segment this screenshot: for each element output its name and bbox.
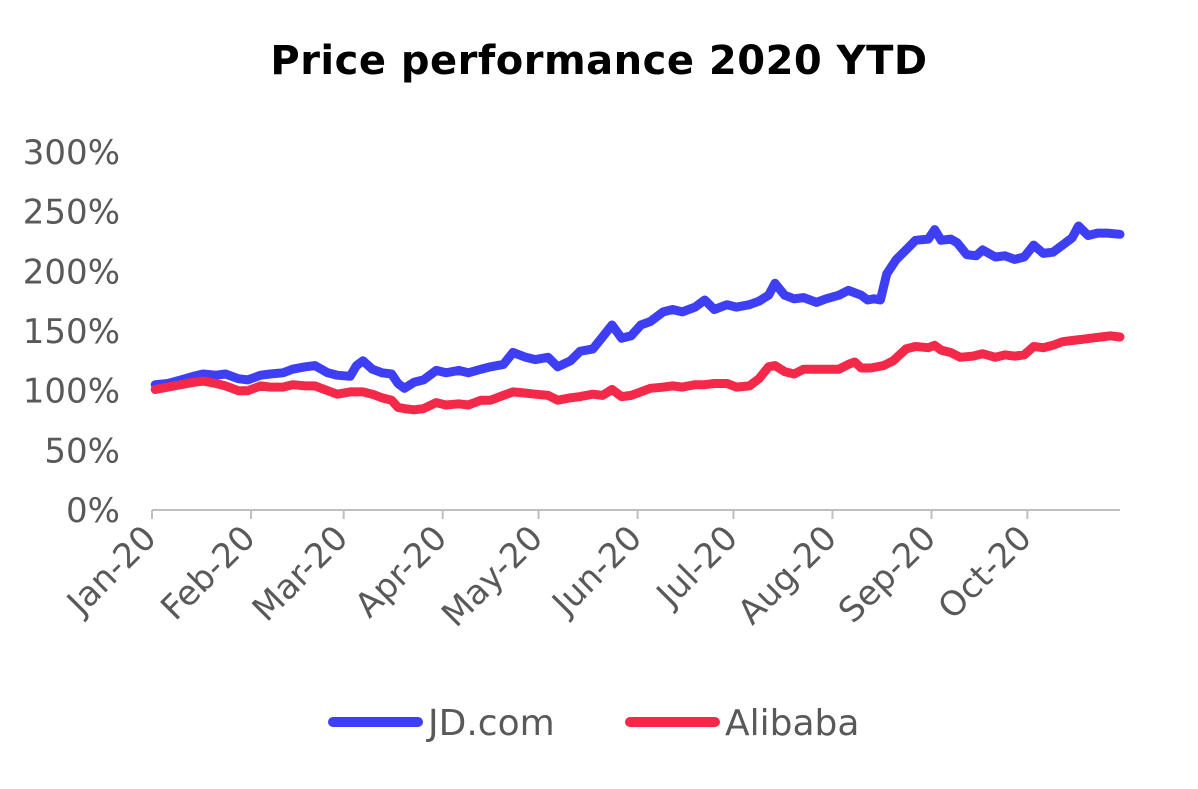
plot-area: [150, 221, 1125, 415]
legend-label: Alibaba: [725, 703, 859, 744]
series-line-jd-com: [150, 221, 1125, 393]
y-tick-label: 200%: [23, 252, 120, 292]
chart-title: Price performance 2020 YTD: [270, 38, 928, 84]
y-axis: 0% 50% 100% 150% 200% 250% 300%: [23, 133, 120, 531]
x-tick-label: Mar-20: [245, 518, 356, 629]
x-tick-label: Sep-20: [831, 518, 944, 631]
x-tick-label: May-20: [434, 518, 551, 635]
x-tick-label: Oct-20: [931, 518, 1040, 627]
x-tick-label: Feb-20: [153, 518, 263, 628]
y-tick-label: 100%: [23, 372, 120, 412]
series-line-alibaba: [150, 331, 1125, 415]
y-tick-label: 300%: [23, 133, 120, 173]
x-tick-label: Aug-20: [730, 518, 844, 632]
legend: JD.com Alibaba: [328, 703, 859, 744]
x-tick-label: Jul-20: [648, 518, 746, 616]
x-tick-label: Jun-20: [543, 518, 650, 625]
y-tick-label: 0%: [66, 491, 120, 531]
y-tick-label: 50%: [44, 431, 120, 471]
y-tick-label: 250%: [23, 193, 120, 233]
legend-label: JD.com: [426, 703, 555, 744]
y-tick-label: 150%: [23, 312, 120, 352]
x-tick-label: Jan-20: [58, 518, 164, 624]
